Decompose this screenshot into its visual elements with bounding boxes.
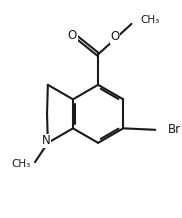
Text: O: O xyxy=(68,29,77,42)
Text: Br: Br xyxy=(168,123,181,136)
Text: CH₃: CH₃ xyxy=(12,159,31,169)
Text: O: O xyxy=(110,31,119,43)
Text: CH₃: CH₃ xyxy=(140,15,160,25)
Text: N: N xyxy=(41,135,50,147)
